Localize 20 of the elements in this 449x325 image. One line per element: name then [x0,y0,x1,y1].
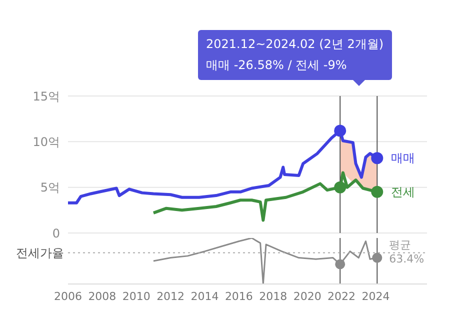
x-tick-label: 2014 [190,290,219,303]
x-tick-label: 2020 [293,290,322,303]
x-tick-label: 2022 [328,290,356,303]
y-tick-label: 0 [52,226,60,240]
x-tick-label: 2008 [88,290,116,303]
x-tick-label: 2018 [259,290,288,303]
y-tick-label: 10억 [32,134,60,149]
ref-line-label: 평균 63.4% [389,238,424,266]
text: 2021.12~2024.02 (2년 2개월) [206,36,384,53]
x-tick-label: 2016 [224,290,253,303]
series-label: 매매 [391,151,416,166]
x-tick-label: 2012 [156,290,185,303]
series-label: 전세 [391,184,416,199]
y-tick-label: 15억 [32,89,60,104]
x-tick-label: 2010 [122,290,150,303]
x-tick-label: 2024 [362,290,390,303]
text: 매매 -26.58% / 전세 -9% [206,57,348,74]
y-tick-label: 5억 [40,180,60,195]
y-axis-title: 전세가율 [16,244,66,262]
x-tick-label: 2006 [54,290,82,303]
